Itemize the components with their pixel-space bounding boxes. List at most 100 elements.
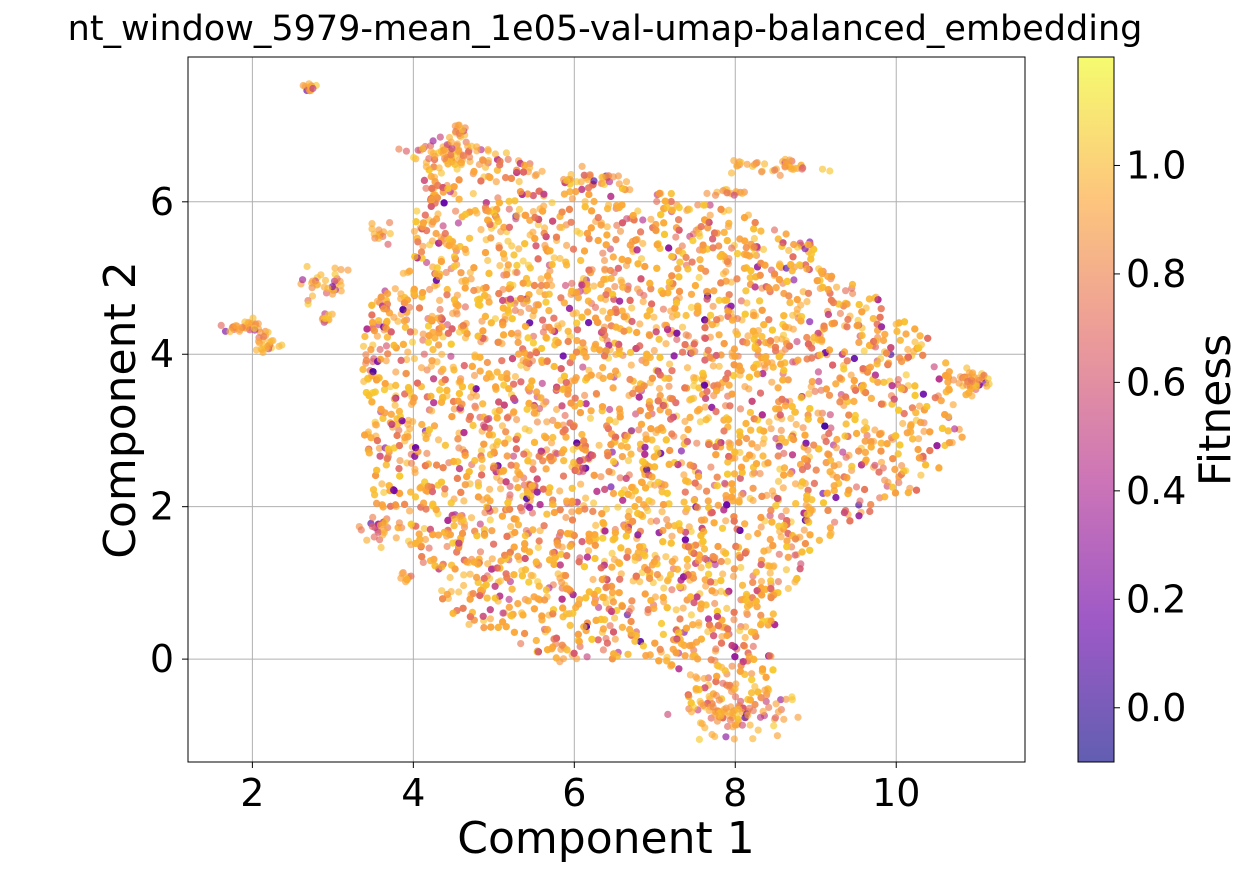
scatter-point [711,599,719,608]
scatter-point [722,492,730,500]
scatter-point [579,275,588,283]
scatter-point [413,207,421,215]
scatter-point [550,560,559,568]
scatter-point [826,524,835,532]
scatter-point [599,249,607,257]
scatter-point [419,242,427,250]
scatter-point [608,549,616,558]
scatter-point [944,427,952,435]
scatter-point [751,283,759,291]
scatter-point [409,398,417,406]
scatter-point [505,205,513,213]
scatter-point [562,513,570,522]
scatter-point [426,241,434,249]
scatter-point [469,590,477,598]
scatter-point [706,201,714,209]
scatter-point [614,264,623,272]
scatter-point [767,425,775,433]
scatter-point [724,458,732,466]
scatter-point [895,479,903,487]
scatter-point [842,453,850,461]
scatter-point [855,447,863,455]
scatter-point [497,485,505,493]
scatter-point [705,570,713,578]
scatter-point [722,268,730,276]
scatter-point [466,234,474,242]
scatter-point [436,296,444,304]
scatter-point [495,406,503,414]
scatter-point [633,246,641,254]
scatter-point [833,283,841,291]
scatter-point [614,503,622,511]
scatter-point [530,409,538,417]
scatter-point [633,236,641,244]
scatter-point [391,285,399,293]
scatter-point [465,620,473,629]
scatter-point [657,619,666,628]
scatter-point [769,610,777,618]
scatter-point [826,468,834,476]
scatter-point [772,434,780,443]
scatter-point [640,382,648,390]
scatter-point [770,226,779,234]
scatter-point [700,545,709,553]
scatter-point [578,185,586,193]
scatter-point [826,531,834,540]
scatter-point [639,239,647,248]
scatter-point [597,473,605,481]
scatter-point [893,327,901,335]
scatter-point [702,416,710,424]
scatter-point [775,550,783,558]
scatter-point [514,521,523,529]
scatter-point [879,336,888,345]
scatter-point [375,444,383,452]
scatter-point [536,527,544,535]
scatter-point [407,488,415,496]
scatter-point [568,279,576,287]
scatter-point [650,604,658,613]
scatter-point [417,364,426,372]
scatter-point [679,604,687,612]
scatter-point [529,339,538,347]
scatter-point [481,163,490,171]
scatter-point [439,365,447,373]
scatter-point [618,623,627,631]
scatter-point [767,577,775,585]
scatter-point [607,483,615,491]
scatter-point [362,356,370,364]
scatter-point [642,359,650,367]
scatter-point [790,240,798,249]
scatter-point [607,274,615,282]
scatter-point [720,228,728,236]
scatter-point [383,290,392,298]
scatter-point [603,422,611,430]
scatter-point [641,443,649,451]
scatter-point [411,469,419,477]
scatter-point [625,607,633,616]
scatter-point [757,611,765,620]
scatter-point [461,303,469,311]
scatter-point [822,437,830,446]
scatter-point [844,315,852,324]
scatter-point [617,570,625,578]
scatter-point [858,331,866,339]
scatter-point [460,581,468,590]
scatter-point [749,484,757,492]
scatter-point [576,596,584,604]
scatter-point [724,369,732,377]
scatter-point [824,310,833,319]
scatter-point [737,297,746,305]
scatter-point [450,366,458,374]
scatter-point [772,502,780,510]
scatter-point [726,681,734,690]
scatter-point [594,636,602,644]
scatter-point [396,457,404,465]
scatter-point [644,606,652,614]
scatter-point [541,596,549,604]
scatter-point [421,535,430,544]
scatter-point [791,535,800,543]
scatter-point [843,300,851,308]
scatter-point [534,595,542,603]
scatter-point [765,418,773,426]
scatter-point [521,539,529,548]
